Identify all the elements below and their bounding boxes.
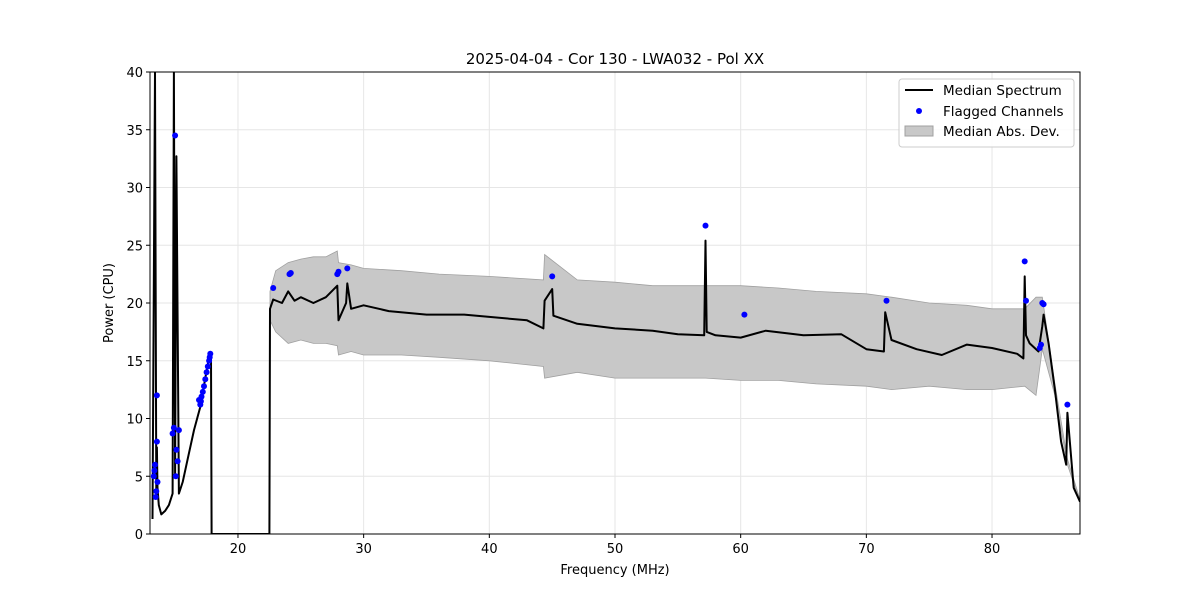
- x-axis-label: Frequency (MHz): [560, 563, 669, 578]
- x-tick-label: 20: [230, 542, 247, 557]
- flagged-channel-point: [175, 427, 182, 434]
- flagged-channel-point: [883, 297, 890, 304]
- flagged-channel-point: [203, 369, 210, 376]
- x-tick-label: 70: [858, 542, 875, 557]
- y-tick-label: 25: [126, 239, 143, 254]
- x-tick-label: 60: [732, 542, 749, 557]
- mad-band: [269, 250, 1080, 502]
- flagged-channel-point: [207, 350, 214, 357]
- legend-label-median: Median Spectrum: [943, 83, 1062, 99]
- flagged-channel-point: [202, 376, 209, 383]
- flagged-channel-point: [741, 311, 748, 318]
- flagged-channel-point: [152, 461, 158, 468]
- flagged-channel-point: [204, 363, 211, 370]
- x-tick-label: 30: [355, 542, 372, 557]
- legend-label-mad: Median Abs. Dev.: [943, 124, 1060, 140]
- flagged-channel-point: [170, 424, 177, 431]
- y-axis: 0 5 10 15 20 25 30 35 40: [126, 66, 150, 543]
- flagged-points-layer: [150, 132, 1071, 500]
- flagged-channel-point: [197, 398, 204, 405]
- flagged-channel-point: [201, 383, 207, 390]
- flagged-channel-point: [154, 479, 161, 485]
- flagged-channel-point: [1023, 297, 1029, 304]
- flagged-channel-point: [1040, 301, 1047, 308]
- x-tick-label: 80: [984, 542, 1001, 557]
- flagged-channel-point: [172, 132, 179, 139]
- y-tick-label: 30: [126, 182, 143, 197]
- chart-title: 2025-04-04 - Cor 130 - LWA032 - Pol XX: [466, 50, 764, 68]
- flagged-channel-point: [1064, 401, 1071, 408]
- y-tick-label: 40: [126, 66, 143, 81]
- legend-swatch-mad: [904, 125, 934, 137]
- flagged-channel-point: [335, 268, 342, 275]
- median-line-layer: [151, 72, 1080, 534]
- flagged-channel-point: [549, 273, 556, 280]
- flagged-channel-point: [702, 222, 709, 229]
- flagged-channel-point: [153, 488, 160, 495]
- mad-band-layer: [269, 250, 1080, 502]
- flagged-channel-point: [287, 270, 294, 276]
- y-tick-label: 5: [135, 470, 143, 485]
- y-axis-label: Power (CPU): [102, 263, 117, 343]
- flagged-channel-point: [199, 388, 206, 395]
- flagged-channel-point: [153, 438, 160, 445]
- x-tick-label: 50: [607, 542, 624, 557]
- flagged-channel-point: [270, 285, 277, 291]
- y-tick-label: 0: [135, 528, 143, 543]
- flagged-channel-point: [152, 494, 159, 500]
- flagged-channel-point: [198, 393, 205, 400]
- flagged-channel-point: [174, 458, 181, 465]
- flagged-channel-point: [172, 473, 179, 480]
- y-tick-label: 20: [126, 297, 143, 312]
- legend-label-flagged: Flagged Channels: [943, 104, 1064, 120]
- y-tick-label: 35: [126, 124, 143, 139]
- flagged-channel-point: [151, 467, 158, 474]
- flagged-channel-point: [173, 446, 180, 453]
- legend-box: [898, 78, 1075, 148]
- flagged-channel-point: [169, 430, 176, 437]
- flagged-channel-point: [1038, 341, 1044, 348]
- x-tick-label: 40: [481, 542, 498, 557]
- legend-swatch-flagged: [916, 108, 922, 114]
- legend: Median Spectrum Flagged Channels Median …: [898, 78, 1075, 148]
- flagged-channel-point: [1021, 258, 1028, 265]
- y-tick-label: 15: [126, 355, 143, 370]
- flagged-channel-point: [153, 392, 160, 399]
- y-tick-label: 10: [126, 413, 143, 428]
- x-axis: 20 30 40 50 60 70 80: [230, 534, 1001, 557]
- flagged-channel-point: [344, 265, 351, 272]
- flagged-channel-point: [150, 473, 157, 480]
- median-spectrum-line: [151, 72, 1080, 534]
